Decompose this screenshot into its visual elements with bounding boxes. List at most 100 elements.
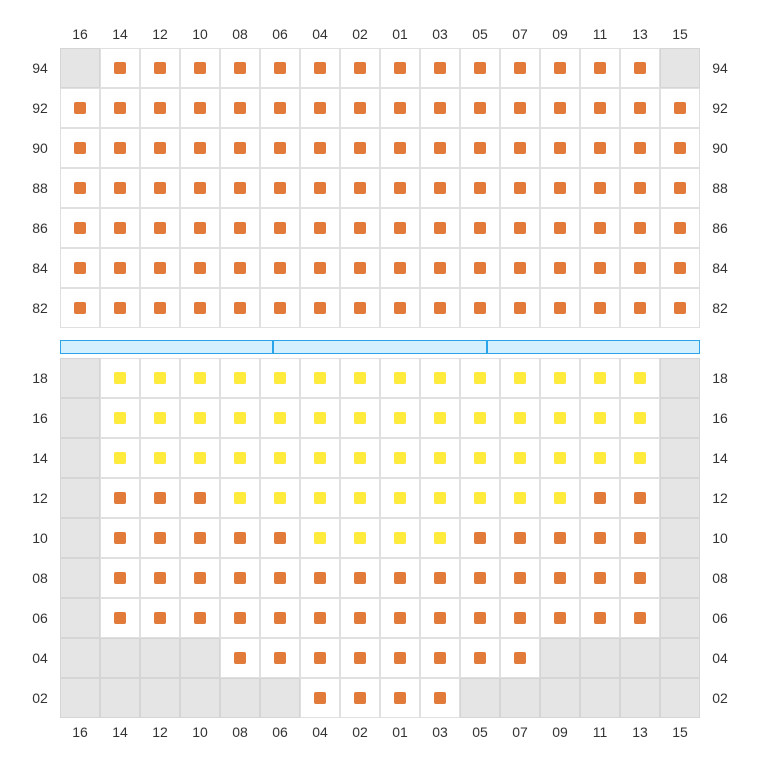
seat-cell[interactable] — [220, 478, 260, 518]
seat-cell[interactable] — [300, 168, 340, 208]
seat-cell[interactable] — [100, 208, 140, 248]
seat-cell[interactable] — [340, 128, 380, 168]
seat-cell[interactable] — [100, 358, 140, 398]
seat-cell[interactable] — [260, 168, 300, 208]
seat-cell[interactable] — [580, 48, 620, 88]
seat-cell[interactable] — [420, 398, 460, 438]
seat-cell[interactable] — [420, 438, 460, 478]
seat-cell[interactable] — [620, 438, 660, 478]
seat-cell[interactable] — [260, 248, 300, 288]
seat-cell[interactable] — [340, 558, 380, 598]
seat-cell[interactable] — [380, 128, 420, 168]
seat-cell[interactable] — [380, 638, 420, 678]
seat-cell[interactable] — [580, 288, 620, 328]
seat-cell[interactable] — [180, 358, 220, 398]
seat-cell[interactable] — [380, 678, 420, 718]
seat-cell[interactable] — [420, 88, 460, 128]
seat-cell[interactable] — [140, 518, 180, 558]
seat-cell[interactable] — [220, 168, 260, 208]
seat-cell[interactable] — [340, 398, 380, 438]
seat-cell[interactable] — [420, 128, 460, 168]
seat-cell[interactable] — [300, 128, 340, 168]
seat-cell[interactable] — [100, 248, 140, 288]
seat-cell[interactable] — [300, 248, 340, 288]
seat-cell[interactable] — [460, 248, 500, 288]
seat-cell[interactable] — [420, 478, 460, 518]
seat-cell[interactable] — [380, 598, 420, 638]
seat-cell[interactable] — [340, 438, 380, 478]
seat-cell[interactable] — [420, 598, 460, 638]
seat-cell[interactable] — [540, 128, 580, 168]
seat-cell[interactable] — [180, 168, 220, 208]
seat-cell[interactable] — [620, 88, 660, 128]
seat-cell[interactable] — [620, 598, 660, 638]
seat-cell[interactable] — [380, 478, 420, 518]
seat-cell[interactable] — [260, 518, 300, 558]
seat-cell[interactable] — [420, 638, 460, 678]
seat-cell[interactable] — [500, 248, 540, 288]
seat-cell[interactable] — [580, 128, 620, 168]
seat-cell[interactable] — [380, 48, 420, 88]
seat-cell[interactable] — [660, 88, 700, 128]
seat-cell[interactable] — [100, 168, 140, 208]
seat-cell[interactable] — [100, 598, 140, 638]
seat-cell[interactable] — [140, 478, 180, 518]
seat-cell[interactable] — [380, 208, 420, 248]
seat-cell[interactable] — [540, 208, 580, 248]
seat-cell[interactable] — [100, 478, 140, 518]
seat-cell[interactable] — [220, 638, 260, 678]
seat-cell[interactable] — [300, 478, 340, 518]
seat-cell[interactable] — [220, 358, 260, 398]
seat-cell[interactable] — [460, 518, 500, 558]
seat-cell[interactable] — [420, 288, 460, 328]
seat-cell[interactable] — [500, 398, 540, 438]
seat-cell[interactable] — [500, 168, 540, 208]
seat-cell[interactable] — [380, 438, 420, 478]
seat-cell[interactable] — [180, 128, 220, 168]
seat-cell[interactable] — [420, 358, 460, 398]
seat-cell[interactable] — [380, 168, 420, 208]
seat-cell[interactable] — [500, 48, 540, 88]
seat-cell[interactable] — [420, 518, 460, 558]
seat-cell[interactable] — [300, 48, 340, 88]
seat-cell[interactable] — [340, 288, 380, 328]
seat-cell[interactable] — [260, 358, 300, 398]
seat-cell[interactable] — [420, 678, 460, 718]
seat-cell[interactable] — [500, 558, 540, 598]
seat-cell[interactable] — [260, 638, 300, 678]
seat-cell[interactable] — [220, 128, 260, 168]
seat-cell[interactable] — [420, 168, 460, 208]
seat-cell[interactable] — [460, 558, 500, 598]
seat-cell[interactable] — [620, 558, 660, 598]
seat-cell[interactable] — [620, 398, 660, 438]
seat-cell[interactable] — [340, 208, 380, 248]
seat-cell[interactable] — [100, 438, 140, 478]
seat-cell[interactable] — [300, 288, 340, 328]
seat-cell[interactable] — [60, 88, 100, 128]
seat-cell[interactable] — [580, 518, 620, 558]
seat-cell[interactable] — [260, 128, 300, 168]
seat-cell[interactable] — [340, 248, 380, 288]
seat-cell[interactable] — [620, 48, 660, 88]
seat-cell[interactable] — [300, 598, 340, 638]
seat-cell[interactable] — [300, 88, 340, 128]
seat-cell[interactable] — [220, 248, 260, 288]
seat-cell[interactable] — [460, 438, 500, 478]
seat-cell[interactable] — [60, 128, 100, 168]
seat-cell[interactable] — [260, 48, 300, 88]
seat-cell[interactable] — [420, 248, 460, 288]
seat-cell[interactable] — [420, 48, 460, 88]
seat-cell[interactable] — [300, 518, 340, 558]
seat-cell[interactable] — [220, 48, 260, 88]
seat-cell[interactable] — [620, 168, 660, 208]
seat-cell[interactable] — [140, 168, 180, 208]
seat-cell[interactable] — [220, 208, 260, 248]
seat-cell[interactable] — [660, 288, 700, 328]
seat-cell[interactable] — [180, 248, 220, 288]
seat-cell[interactable] — [620, 208, 660, 248]
seat-cell[interactable] — [140, 48, 180, 88]
seat-cell[interactable] — [60, 208, 100, 248]
seat-cell[interactable] — [460, 208, 500, 248]
seat-cell[interactable] — [180, 288, 220, 328]
seat-cell[interactable] — [60, 248, 100, 288]
